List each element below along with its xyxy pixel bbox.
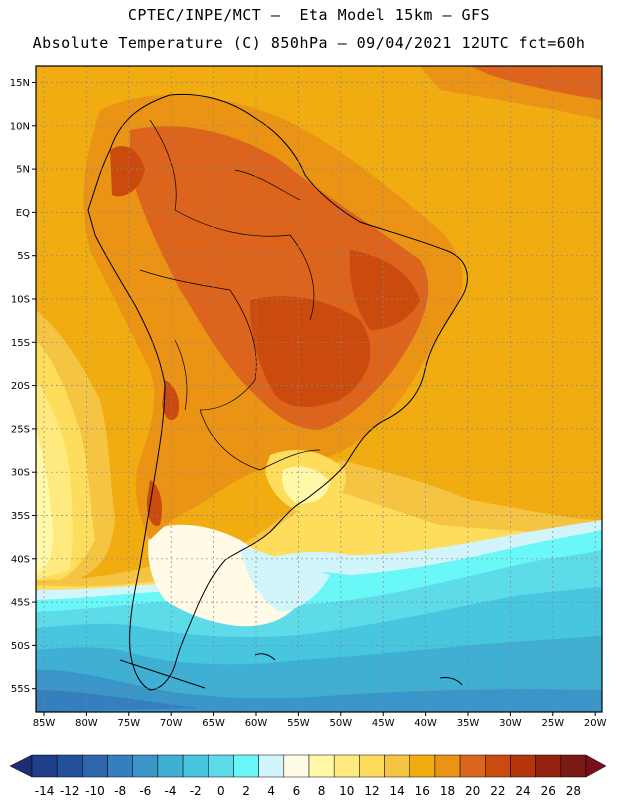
colorbar-cell <box>182 754 209 778</box>
lat-label: 35S <box>11 511 30 522</box>
colorbar-label: 10 <box>339 784 354 798</box>
lat-label: 15S <box>11 338 30 349</box>
colorbar-low-arrow <box>9 754 33 778</box>
lat-label: 55S <box>11 684 30 695</box>
map-title-line-2: Absolute Temperature (C) 850hPa – 09/04/… <box>32 34 586 52</box>
colorbar-cell <box>434 754 461 778</box>
colorbar-label: 0 <box>217 784 225 798</box>
colorbar-cell <box>258 754 285 778</box>
lon-label: 65W <box>202 718 225 729</box>
colorbar-label: -14 <box>35 784 55 798</box>
lon-label: 80W <box>75 718 98 729</box>
country-borders <box>139 119 321 471</box>
lat-label: 10S <box>11 295 30 306</box>
colorbar-cell <box>208 754 234 778</box>
colorbar-cell <box>359 754 385 778</box>
colorbar-label: -2 <box>190 784 202 798</box>
lon-label: 40W <box>414 718 437 729</box>
axis-ticks <box>32 82 596 716</box>
colorbar-label: -6 <box>139 784 151 798</box>
colorbar-label: 16 <box>415 784 430 798</box>
colorbar-label: 26 <box>541 784 556 798</box>
lat-label: 30S <box>11 468 30 479</box>
lat-lon-grid <box>36 66 602 712</box>
map-title-line-1: CPTEC/INPE/MCT – Eta Model 15km – GFS <box>127 6 491 24</box>
lon-label: 45W <box>372 718 395 729</box>
colorbar-label: 24 <box>515 784 530 798</box>
colorbar-cell <box>233 754 259 778</box>
map-frame <box>35 65 603 713</box>
colorbar-cell <box>384 754 410 778</box>
colorbar-label: 14 <box>389 784 404 798</box>
colorbar-label: 8 <box>318 784 326 798</box>
colorbar-label: -8 <box>114 784 126 798</box>
temperature-field <box>36 66 602 712</box>
lat-label: 5N <box>16 165 30 176</box>
lat-label: 50S <box>11 641 30 652</box>
colorbar-cell <box>459 754 486 778</box>
lat-label: 5S <box>17 251 30 262</box>
lon-label: 25W <box>541 718 564 729</box>
colorbar-label: 6 <box>293 784 301 798</box>
lat-label: EQ <box>16 208 30 219</box>
colorbar-label: 4 <box>267 784 275 798</box>
colorbar-label: 22 <box>490 784 505 798</box>
colorbar-cell <box>535 754 562 778</box>
lon-label: 30W <box>499 718 522 729</box>
colorbar-label: 12 <box>364 784 379 798</box>
lat-label: 10N <box>10 121 30 132</box>
colorbar-label: -12 <box>60 784 80 798</box>
colorbar-label: -4 <box>165 784 177 798</box>
lon-label: 35W <box>457 718 480 729</box>
colorbar-label: 2 <box>242 784 250 798</box>
lat-label: 15N <box>10 78 30 89</box>
colorbar-cell <box>82 754 108 778</box>
lon-label: 20W <box>584 718 607 729</box>
lat-label: 45S <box>11 598 30 609</box>
colorbar-cell <box>333 754 360 778</box>
lon-label: 70W <box>160 718 183 729</box>
colorbar-label: 20 <box>465 784 480 798</box>
colorbar-cell <box>107 754 133 778</box>
colorbar-cell <box>485 754 511 778</box>
lat-label: 40S <box>11 554 30 565</box>
colorbar-high-arrow <box>585 754 607 778</box>
colorbar: -14 -12 -10 -8 -6 -4 -2 0 2 4 6 8 10 12 14 16 18 20 22 24 26… <box>9 754 607 798</box>
colorbar-cell <box>132 754 159 778</box>
colorbar-cell <box>56 754 83 778</box>
colorbar-cell <box>308 754 335 778</box>
colorbar-cell <box>283 754 310 778</box>
lon-label: 85W <box>33 718 56 729</box>
lon-label: 60W <box>245 718 268 729</box>
colorbar-cell <box>409 754 436 778</box>
lon-label: 55W <box>287 718 310 729</box>
colorbar-label: 18 <box>440 784 455 798</box>
colorbar-label: -10 <box>85 784 105 798</box>
longitude-labels: 85W 80W 75W 70W 65W 60W 55W 50W 45W 40W 35W 30W 25W 2… <box>33 718 607 729</box>
colorbar-cell <box>510 754 536 778</box>
colorbar-cell <box>560 754 587 778</box>
colorbar-cell <box>157 754 184 778</box>
colorbar-cell <box>31 754 58 778</box>
colorbar-label: 28 <box>566 784 581 798</box>
lat-label: 20S <box>11 381 30 392</box>
lat-label: 25S <box>11 424 30 435</box>
lon-label: 50W <box>329 718 352 729</box>
lon-label: 75W <box>117 718 140 729</box>
latitude-labels: 15N 10N 5N EQ 5S 10S 15S 20S 25S 30S 35S 40S 45S 50S 5… <box>10 78 30 695</box>
